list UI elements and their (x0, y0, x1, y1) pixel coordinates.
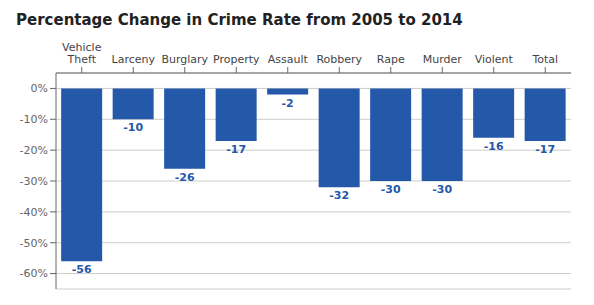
svg-text:Property: Property (213, 53, 260, 66)
svg-text:-17: -17 (535, 143, 555, 156)
svg-text:-60%: -60% (20, 267, 48, 280)
svg-text:-26: -26 (175, 171, 195, 184)
svg-text:-10: -10 (123, 121, 143, 134)
svg-text:Violent: Violent (475, 53, 514, 66)
svg-text:Larceny: Larceny (112, 53, 156, 66)
svg-text:Murder: Murder (423, 53, 463, 66)
svg-text:Robbery: Robbery (316, 53, 362, 66)
html-text:Percentage Change in Crime Rat: Percentage Change in Crime Rate from 200… (16, 11, 463, 29)
svg-text:-16: -16 (484, 140, 504, 153)
svg-text:-10%: -10% (20, 113, 48, 126)
svg-text:-32: -32 (329, 189, 349, 202)
svg-text:-56: -56 (72, 263, 92, 276)
svg-text:Assault: Assault (268, 53, 309, 66)
svg-text:-30%: -30% (20, 175, 48, 188)
svg-text:Burglary: Burglary (161, 53, 208, 66)
svg-text:-50%: -50% (20, 237, 48, 250)
svg-text:-40%: -40% (20, 206, 48, 219)
svg-text:-30: -30 (432, 183, 452, 196)
svg-text:Total: Total (531, 53, 558, 66)
svg-text:VehicleTheft: VehicleTheft (62, 41, 102, 66)
svg-text:-2: -2 (282, 97, 294, 110)
svg-text:Rape: Rape (377, 53, 405, 66)
svg-text:-20%: -20% (20, 144, 48, 157)
svg-text:0%: 0% (31, 82, 48, 95)
svg-text:-17: -17 (226, 143, 246, 156)
svg-text:-30: -30 (381, 183, 401, 196)
